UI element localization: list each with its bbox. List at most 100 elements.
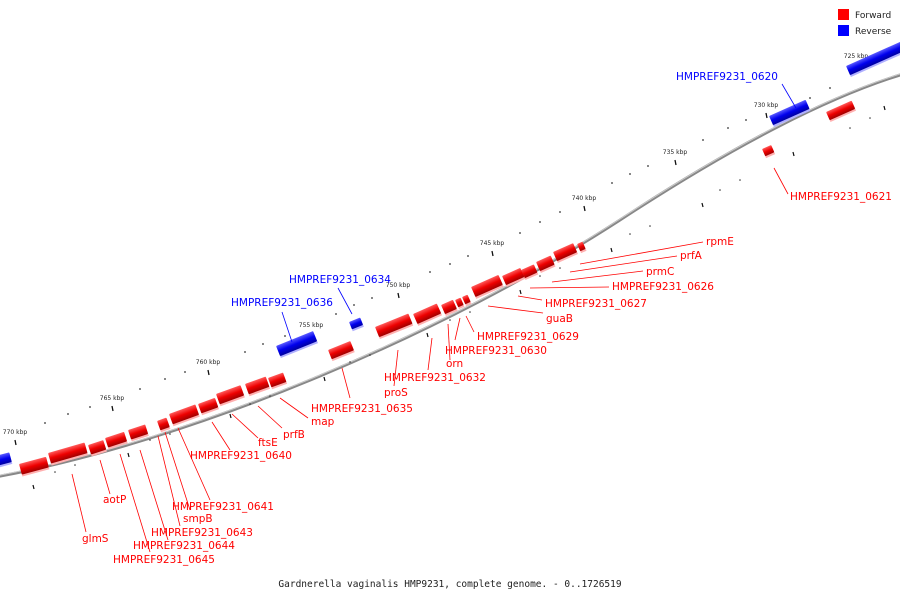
gene-unlabeled-reverse[interactable] xyxy=(0,452,13,470)
label-map[interactable]: map xyxy=(311,416,335,428)
gene-aotp[interactable] xyxy=(48,442,89,466)
inner-tick xyxy=(701,202,704,208)
leader-layer xyxy=(71,83,797,553)
gene-hmpref9231-0620[interactable] xyxy=(769,100,811,127)
label-hmpref9231-0635[interactable]: HMPREF9231_0635 xyxy=(311,403,413,415)
gene-prmc[interactable] xyxy=(536,255,556,273)
gene-smpb[interactable] xyxy=(157,417,171,433)
label-hmpref9231-0620[interactable]: HMPREF9231_0620 xyxy=(676,71,778,83)
label-hmpref9231-0632[interactable]: HMPREF9231_0632 xyxy=(384,372,486,384)
gene-pros[interactable] xyxy=(375,313,414,340)
gene-hmpref9231-0627[interactable] xyxy=(502,268,526,287)
leader-hmpref9231-0629 xyxy=(465,315,475,333)
gene-hmpref9231-0636[interactable] xyxy=(276,331,318,359)
gene-box xyxy=(413,303,441,324)
label-prfb[interactable]: prfB xyxy=(283,429,305,441)
leader-ftse xyxy=(231,413,259,439)
tick-mark xyxy=(765,112,768,119)
inner-tick xyxy=(229,413,232,419)
leader-hmpref9231-0627 xyxy=(517,295,543,301)
gene-orn[interactable] xyxy=(441,300,458,316)
label-hmpref9231-0643[interactable]: HMPREF9231_0643 xyxy=(151,527,253,539)
label-smpb[interactable]: smpB xyxy=(183,513,213,525)
tick-mark xyxy=(207,369,210,376)
leader-hmpref9231-0635 xyxy=(341,367,351,399)
label-hmpref9231-0645[interactable]: HMPREF9231_0645 xyxy=(113,554,215,566)
label-hmpref9231-0640[interactable]: HMPREF9231_0640 xyxy=(190,450,292,462)
gene-prfa[interactable] xyxy=(553,243,578,263)
leader-hmpref9231-0640 xyxy=(211,421,231,451)
label-hmpref9231-0634[interactable]: HMPREF9231_0634 xyxy=(289,274,391,286)
inner-minor-tick xyxy=(649,225,651,227)
gene-prfb[interactable] xyxy=(245,376,271,397)
gene-box xyxy=(276,331,317,356)
map-caption: Gardnerella vaginalis HMP9231, complete … xyxy=(278,579,621,590)
gene-map[interactable] xyxy=(268,372,288,390)
gene-hmpref9231-0643[interactable] xyxy=(128,424,149,442)
tick-mark xyxy=(491,250,494,257)
gene-guab[interactable] xyxy=(471,275,504,299)
label-hmpref9231-0630[interactable]: HMPREF9231_0630 xyxy=(445,345,547,357)
gene-hmpref9231-0632[interactable] xyxy=(413,303,443,326)
inner-minor-tick xyxy=(719,189,721,191)
leader-orn xyxy=(447,323,451,361)
gene-box xyxy=(471,275,503,297)
inner-minor-tick xyxy=(54,471,56,473)
gene-hmpref9231-0641[interactable] xyxy=(169,404,200,427)
label-hmpref9231-0636[interactable]: HMPREF9231_0636 xyxy=(231,297,333,309)
label-prmc[interactable]: prmC xyxy=(646,266,674,278)
label-hmpref9231-0644[interactable]: HMPREF9231_0644 xyxy=(133,540,235,552)
legend: Forward Reverse xyxy=(838,9,892,37)
gene-rpme[interactable] xyxy=(577,241,587,254)
leader-prfa xyxy=(569,255,678,273)
label-rpme[interactable]: rpmE xyxy=(706,236,734,248)
minor-tick xyxy=(371,297,373,299)
gene-glms[interactable] xyxy=(19,456,50,477)
label-hmpref9231-0621[interactable]: HMPREF9231_0621 xyxy=(790,191,892,203)
gene-hmpref9231-0640[interactable] xyxy=(198,398,220,416)
gene-unlabeled-reverse[interactable] xyxy=(846,41,900,77)
legend-forward-swatch xyxy=(838,9,849,20)
gene-hmpref9231-0629[interactable] xyxy=(462,294,472,307)
gene-hmpref9231-0635[interactable] xyxy=(328,341,355,362)
inner-tick xyxy=(792,151,795,157)
gene-hmpref9231-0634[interactable] xyxy=(349,317,364,332)
label-prfa[interactable]: prfA xyxy=(680,250,703,262)
label-pros[interactable]: proS xyxy=(384,387,408,399)
gene-box xyxy=(769,100,810,125)
tick-mark xyxy=(397,292,400,299)
gene-hmpref9231-0630[interactable] xyxy=(455,297,465,310)
gene-ftse[interactable] xyxy=(216,385,245,407)
inner-minor-tick xyxy=(539,275,541,277)
inner-tick xyxy=(127,452,130,458)
label-glms[interactable]: glmS xyxy=(82,533,109,545)
label-orn[interactable]: orn xyxy=(446,358,463,370)
label-hmpref9231-0626[interactable]: HMPREF9231_0626 xyxy=(612,281,714,293)
gene-hmpref9231-0644[interactable] xyxy=(105,432,128,450)
gene-unlabeled-forward[interactable] xyxy=(826,100,857,123)
label-guab[interactable]: guaB xyxy=(546,313,573,325)
minor-tick xyxy=(284,335,286,337)
gene-box xyxy=(216,385,244,405)
label-aotp[interactable]: aotP xyxy=(103,494,126,506)
tick-mark xyxy=(583,205,586,212)
minor-tick xyxy=(429,271,431,273)
label-hmpref9231-0627[interactable]: HMPREF9231_0627 xyxy=(545,298,647,310)
gene-hmpref9231-0626[interactable] xyxy=(521,264,539,281)
label-ftse[interactable]: ftsE xyxy=(258,437,278,449)
inner-minor-tick xyxy=(629,233,631,235)
gene-box xyxy=(48,442,88,464)
minor-tick xyxy=(164,378,166,380)
leader-hmpref9231-0643 xyxy=(157,435,181,527)
gene-box xyxy=(375,313,413,337)
leader-hmpref9231-0630 xyxy=(454,317,461,341)
gene-hmpref9231-0621[interactable] xyxy=(762,145,776,159)
leader-hmpref9231-0641 xyxy=(177,427,211,501)
gene-box xyxy=(245,376,270,395)
leader-hmpref9231-0634 xyxy=(337,287,353,315)
gene-hmpref9231-0645[interactable] xyxy=(88,440,107,457)
label-hmpref9231-0629[interactable]: HMPREF9231_0629 xyxy=(477,331,579,343)
minor-tick xyxy=(449,263,451,265)
minor-tick xyxy=(539,221,541,223)
label-hmpref9231-0641[interactable]: HMPREF9231_0641 xyxy=(172,501,274,513)
